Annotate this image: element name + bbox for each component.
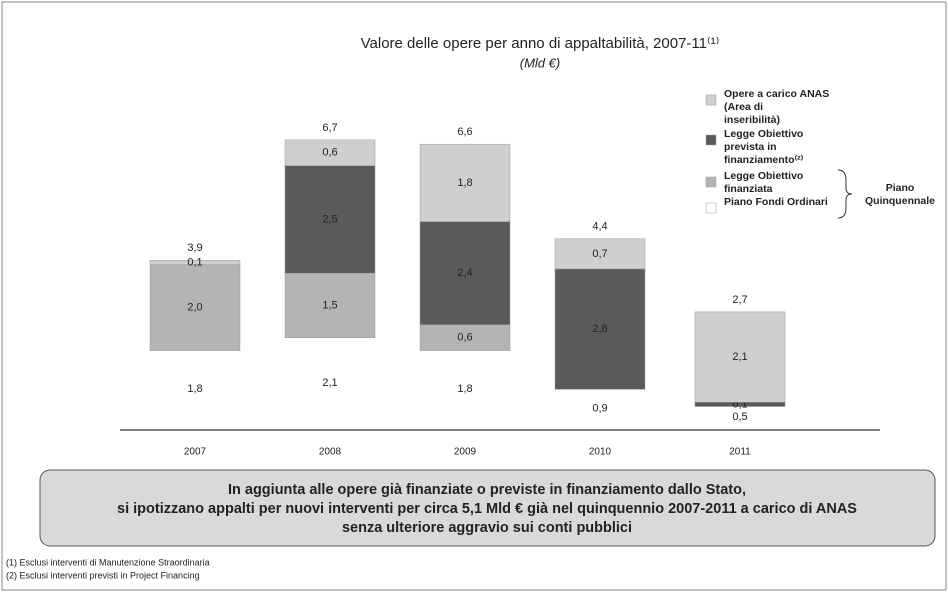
x-tick-label: 2007 (184, 447, 207, 458)
segment-label: 0,6 (457, 332, 472, 344)
bar-segment (149, 264, 241, 351)
segment-label: 0,1 (187, 256, 202, 268)
bar-segment (284, 272, 376, 338)
legend-line: inseribilità) (724, 114, 780, 126)
legend-line: Legge Obiettivo (724, 128, 803, 140)
bar-segment (284, 165, 376, 274)
bar-segment (149, 260, 241, 265)
legend-label: Legge Obiettivo prevista in finanziamento⁽… (724, 128, 804, 166)
total-label: 6,7 (322, 122, 337, 134)
callout-text: In aggiunta alle opere già finanziate o … (228, 482, 746, 498)
legend-line: (Area di (724, 101, 763, 113)
legend-group-label: Quinquennale (865, 195, 935, 207)
legend-swatch (705, 202, 717, 214)
segment-label: 1,5 (322, 299, 337, 311)
bar-segment (695, 406, 785, 428)
chart-subtitle: (Mld €) (520, 55, 560, 70)
legend-line: Piano Fondi Ordinari (724, 196, 828, 208)
callout-text: senza ulteriore aggravio sui conti pubbl… (342, 520, 632, 536)
callout-box (39, 469, 936, 547)
legend-label: Opere a carico ANAS (Area di inseribilità) (724, 88, 829, 126)
legend-group-label: Piano (886, 182, 915, 194)
bar-segment (555, 389, 645, 428)
legend-line: finanziata (724, 183, 773, 195)
bar-segment (419, 143, 511, 222)
segment-label: 2,1 (732, 351, 747, 363)
legend-line: finanziamento⁽²⁾ (724, 154, 804, 166)
segment-label: 2,0 (187, 302, 202, 314)
segment-label: 1,8 (457, 177, 472, 189)
segment-label: 1,8 (457, 383, 472, 395)
legend-brace (837, 169, 853, 219)
bar-segment (419, 324, 511, 351)
segment-label: 2,4 (457, 267, 472, 279)
bar-segment (285, 337, 375, 428)
legend-swatch (705, 94, 717, 106)
x-tick-label: 2011 (729, 447, 751, 458)
segment-label: 2,5 (322, 213, 337, 225)
footnote: (2) Esclusi interventi previsti in Proje… (6, 570, 200, 580)
x-tick-label: 2009 (454, 447, 477, 458)
bar-segment (284, 139, 376, 166)
total-label: 3,9 (187, 242, 202, 254)
total-label: 4,4 (592, 221, 607, 233)
footnote: (1) Esclusi interventi di Manutenzione S… (6, 557, 210, 567)
legend-line: Opere a carico ANAS (724, 88, 829, 100)
legend-label: Piano Fondi Ordinari (724, 196, 828, 208)
legend-label: Legge Obiettivo finanziata (724, 170, 803, 195)
segment-label: 0,5 (732, 411, 747, 423)
segment-label: 0,9 (592, 403, 607, 415)
total-label: 6,6 (457, 126, 472, 138)
bar-segment (420, 350, 510, 428)
chart-title: Valore delle opere per anno di appaltabi… (361, 35, 720, 52)
bar-segment (694, 311, 786, 403)
legend-swatch (705, 176, 717, 188)
legend-line: Legge Obiettivo (724, 170, 803, 182)
segment-label: 0,7 (592, 248, 607, 260)
legend-swatch (705, 134, 717, 146)
callout-text: si ipotizzano appalti per nuovi interven… (117, 501, 857, 517)
x-tick-label: 2008 (319, 447, 342, 458)
segment-label: 0,6 (322, 147, 337, 159)
legend-line: prevista in (724, 141, 777, 153)
bar-segment (554, 238, 646, 270)
total-label: 2,7 (732, 294, 747, 306)
x-tick-label: 2010 (589, 447, 612, 458)
bar-segment (419, 221, 511, 326)
segment-label: 2,1 (322, 377, 337, 389)
bar-segment (150, 350, 240, 428)
segment-label: 1,8 (187, 383, 202, 395)
segment-label: 2,8 (592, 323, 607, 335)
bar-segment (554, 268, 646, 390)
